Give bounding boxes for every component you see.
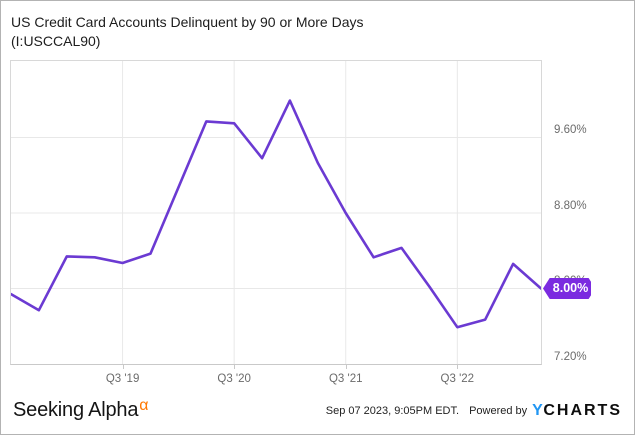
x-axis-tick xyxy=(234,365,236,369)
seeking-alpha-logo[interactable]: Seeking Alphaα xyxy=(13,397,149,422)
footer: Seeking Alphaα Sep 07 2023, 9:05PM EDT. … xyxy=(1,393,634,434)
alpha-symbol: α xyxy=(139,397,149,414)
ticker-label: (I:USCCAL90) xyxy=(11,32,101,49)
x-axis-label: Q3 '19 xyxy=(105,373,140,385)
x-axis-tick xyxy=(457,365,459,369)
chart-title: US Credit Card Accounts Delinquent by 90… xyxy=(11,14,364,30)
x-axis-label: Q3 '21 xyxy=(328,373,363,385)
y-axis-label: 9.60% xyxy=(554,124,587,137)
ycharts-logo[interactable]: YCHARTS xyxy=(532,402,622,420)
y-axis-label: 7.20% xyxy=(554,351,587,363)
ycharts-charts: CHARTS xyxy=(543,401,622,419)
x-axis-label: Q3 '22 xyxy=(440,373,475,385)
last-value-badge: 8.00% xyxy=(543,277,591,299)
y-axis-label: 8.80% xyxy=(554,199,587,212)
plot-area xyxy=(10,60,542,365)
line-chart xyxy=(11,61,541,364)
last-value-label: 8.00% xyxy=(552,281,589,296)
chart-timestamp: Sep 07 2023, 9:05PM EDT. xyxy=(325,404,460,417)
x-axis-label: Q3 '20 xyxy=(217,373,251,385)
chart-title-block: US Credit Card Accounts Delinquent by 90… xyxy=(11,13,364,50)
x-axis-tick xyxy=(345,365,347,369)
delinquency-line xyxy=(11,99,541,329)
seeking-alpha-text: Seeking Alpha xyxy=(13,399,139,421)
powered-by-label: Powered by xyxy=(469,404,528,417)
ycharts-y: Y xyxy=(532,401,544,419)
footer-right: Sep 07 2023, 9:05PM EDT. Powered by YCHA… xyxy=(326,402,622,420)
x-axis-tick xyxy=(122,365,124,369)
